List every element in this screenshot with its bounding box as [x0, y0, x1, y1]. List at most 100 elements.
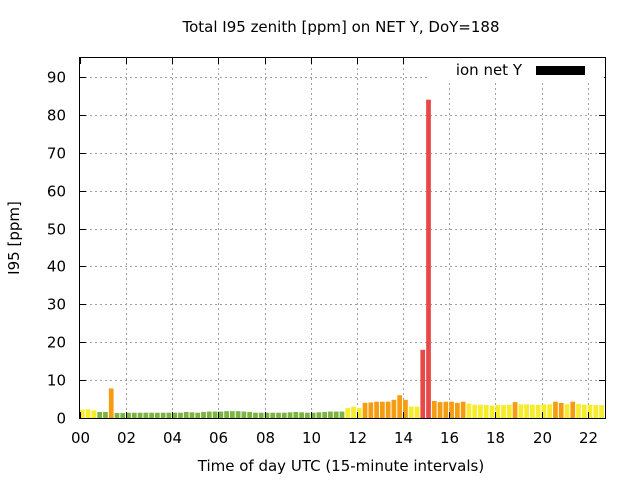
bar: [587, 404, 593, 418]
y-tick-label: 10: [47, 372, 66, 390]
bar: [305, 412, 310, 418]
bar: [97, 411, 103, 418]
bar: [178, 412, 183, 418]
bar: [524, 404, 529, 418]
bar: [201, 411, 206, 418]
bar: [137, 412, 143, 418]
bar: [235, 411, 241, 418]
bar: [264, 412, 270, 418]
y-tick-label: 70: [47, 145, 66, 163]
bar: [114, 413, 120, 418]
bar: [530, 404, 535, 418]
bar: [506, 404, 512, 418]
legend-label: ion net Y: [456, 61, 523, 79]
bar: [212, 411, 218, 418]
bar: [581, 404, 587, 418]
bar: [333, 411, 339, 418]
bar: [103, 411, 108, 418]
bar: [385, 401, 391, 418]
bar: [241, 411, 247, 418]
bar: [247, 411, 253, 418]
bar: [408, 406, 414, 418]
bar: [351, 406, 356, 418]
bar: [368, 402, 374, 418]
bar: [495, 405, 501, 418]
x-tick-label: 06: [209, 429, 228, 447]
bar: [85, 409, 91, 418]
bar: [426, 99, 431, 419]
bar: [172, 412, 178, 418]
x-tick-label: 04: [163, 429, 182, 447]
bar: [558, 402, 564, 418]
bar: [91, 410, 97, 418]
y-tick-label: 20: [47, 334, 66, 352]
bar: [299, 412, 304, 418]
bar: [287, 412, 293, 418]
legend-swatch: [536, 66, 585, 75]
grid-lines: [80, 58, 605, 418]
y-tick-label: 80: [47, 107, 66, 125]
bar: [391, 399, 397, 418]
bar: [258, 412, 264, 418]
bar: [80, 409, 85, 418]
legend: ion net Y: [428, 58, 604, 80]
bar: [414, 406, 420, 418]
bar: [466, 403, 472, 418]
y-tick-label: 90: [47, 69, 66, 87]
x-tick-label: 20: [533, 429, 552, 447]
x-tick-label: 10: [302, 429, 321, 447]
bar: [316, 412, 322, 418]
bar: [460, 401, 466, 418]
y-tick-label: 50: [47, 221, 66, 239]
bar: [143, 412, 149, 418]
chart-title: Total I95 zenith [ppm] on NET Y, DoY=188: [181, 18, 499, 36]
bar: [155, 412, 160, 418]
bar: [576, 403, 581, 418]
bar: [322, 411, 328, 418]
bar: [541, 404, 547, 418]
bar: [437, 402, 443, 418]
bar: [189, 412, 195, 418]
x-tick-label: 02: [117, 429, 136, 447]
bar: [131, 412, 137, 418]
bar: [120, 413, 126, 418]
bar: [535, 404, 541, 418]
bar: [183, 411, 189, 418]
bar: [501, 405, 506, 418]
x-tick-label: 08: [256, 429, 275, 447]
bar: [380, 401, 385, 418]
x-tick-label: 14: [394, 429, 413, 447]
x-tick-label: 16: [440, 429, 459, 447]
bar: [489, 405, 495, 418]
bar: [564, 404, 570, 418]
bar: [166, 412, 172, 418]
bar: [403, 399, 408, 418]
bar: [195, 412, 201, 418]
bar: [374, 401, 379, 418]
bar: [599, 405, 604, 418]
bar: [206, 411, 212, 418]
bar: [483, 405, 489, 418]
bar: [149, 412, 154, 418]
bar: [553, 401, 558, 418]
bar: [310, 412, 316, 418]
bar: [443, 401, 449, 418]
bar: [449, 401, 454, 418]
bar: [328, 411, 333, 418]
bar: [108, 388, 114, 418]
bar: [518, 404, 524, 418]
bar: [339, 411, 345, 418]
x-tick-label: 22: [579, 429, 598, 447]
y-tick-label: 30: [47, 296, 66, 314]
bar: [472, 404, 478, 418]
bar: [126, 412, 131, 418]
bar: [362, 402, 368, 418]
bar: [420, 349, 426, 418]
bar: [512, 402, 518, 418]
bar: [224, 411, 229, 418]
bars-group: [80, 99, 604, 419]
x-tick-label: 12: [348, 429, 367, 447]
bar: [230, 411, 235, 418]
bar: [218, 411, 224, 418]
